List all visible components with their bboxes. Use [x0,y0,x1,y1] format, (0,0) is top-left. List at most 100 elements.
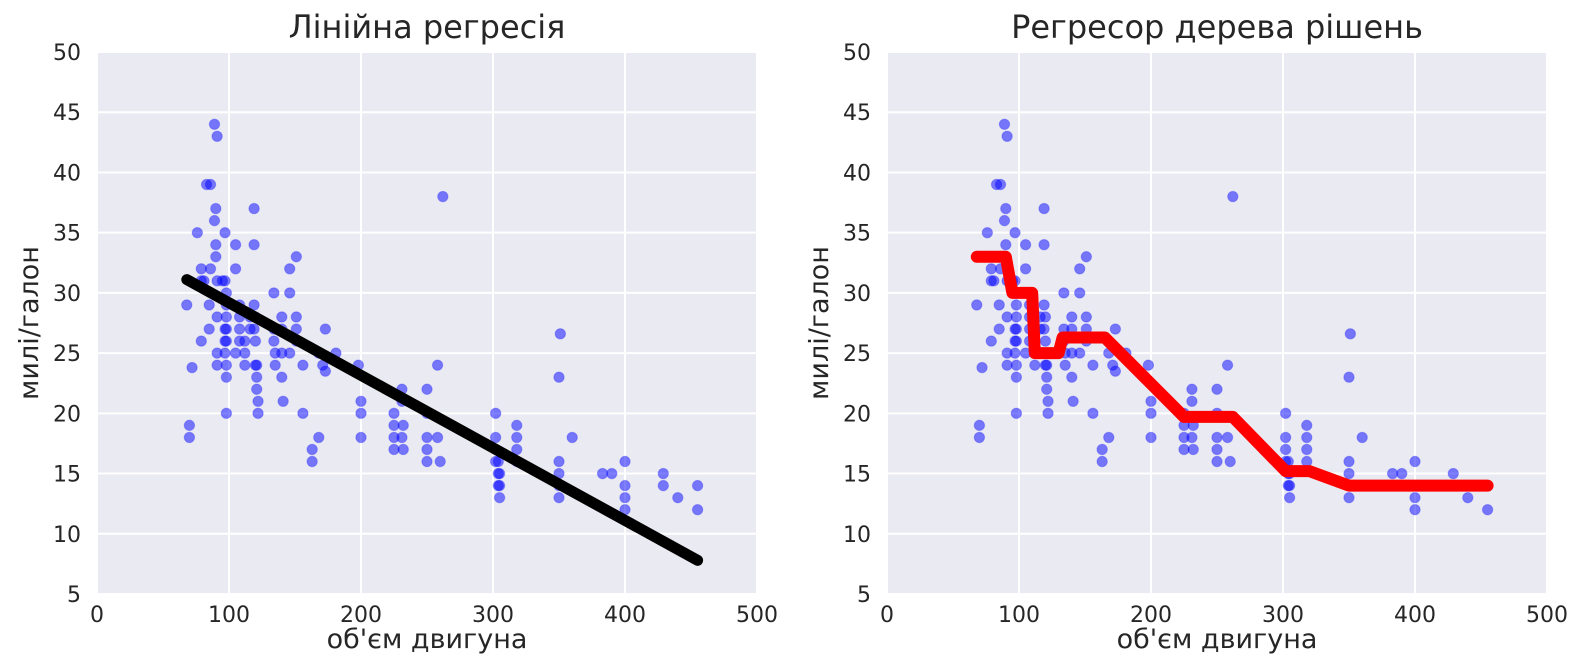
data-point [1109,323,1122,335]
y-tick-label: 50 [843,41,871,66]
x-tick-label: 300 [472,603,514,628]
data-point [1279,443,1292,456]
y-tick-label: 45 [53,101,81,126]
data-point [1041,371,1053,383]
data-point [396,431,408,444]
data-point [1029,359,1041,371]
data-point [553,455,565,468]
data-point [1283,491,1296,504]
data-point [1010,335,1023,347]
data-point [313,431,325,444]
data-point [1343,491,1355,504]
data-point [1010,407,1023,420]
data-point [211,130,223,143]
data-point [183,431,196,444]
data-point [973,431,986,444]
x-tick-label: 100 [208,603,250,628]
data-point [269,359,281,371]
data-point [1010,371,1023,383]
data-point [284,347,296,359]
y-tick-label: 40 [843,161,871,186]
y-tick-label: 25 [843,342,871,367]
data-point [252,395,264,407]
data-point [493,479,506,492]
data-point [1059,359,1071,371]
x-tick-labels: 0 100 200 300 400 500 [880,603,1568,628]
data-point [277,395,289,407]
data-point [1211,383,1223,395]
data-point [1066,371,1078,383]
data-point [1010,311,1023,323]
data-point [973,419,986,432]
data-point [319,365,332,377]
data-point [1279,431,1292,444]
data-point [251,371,263,383]
data-point [290,311,303,323]
y-tick-label: 25 [53,342,81,367]
data-point [220,335,233,347]
data-point [208,118,221,130]
data-point [1301,443,1313,456]
data-point [1343,467,1355,480]
y-tick-label: 5 [857,583,871,608]
data-point [1103,431,1115,444]
data-point [1087,407,1099,420]
data-point [248,299,260,311]
data-point [306,455,318,468]
data-point [319,323,332,335]
data-point [511,431,523,444]
data-point [993,299,1005,311]
x-tick-label: 500 [736,603,778,628]
data-point [220,407,233,420]
data-point [657,467,669,480]
data-point [1221,359,1234,371]
data-point [1396,467,1408,480]
y-tick-label: 45 [843,101,871,126]
data-point [239,359,251,371]
data-point [388,407,400,420]
data-point [1481,503,1494,516]
data-point [1074,263,1086,275]
data-point [1009,226,1021,239]
data-point [233,323,246,335]
data-point [306,443,318,456]
data-point [397,443,409,456]
data-point [1074,287,1086,299]
data-point [1001,130,1013,143]
regression-line-group [181,274,704,566]
data-point [1000,239,1012,251]
data-point [493,467,506,480]
data-point [1186,395,1198,407]
y-axis-label: милі/галон [804,246,835,400]
data-point [1000,202,1012,215]
chart-title: Лінійна регресія [289,8,566,46]
tree-prediction-line-group [970,250,1494,492]
data-point [1462,491,1474,504]
y-tick-labels: 5 10 15 20 25 30 35 40 45 50 [53,41,81,608]
y-tick-label: 10 [843,523,871,548]
data-point [276,311,288,323]
data-point [1087,359,1099,371]
data-point [1042,407,1054,420]
chart-title: Регресор дерева рішень [1011,8,1423,46]
data-point [268,287,280,299]
y-tick-label: 5 [67,583,81,608]
data-point [1066,311,1078,323]
y-axis-label: милі/галон [14,246,45,400]
x-tick-label: 400 [1394,603,1436,628]
data-point [421,455,433,468]
data-point [1096,443,1108,456]
data-point [994,178,1007,191]
data-point [1109,365,1122,377]
data-point [1019,239,1032,251]
data-point [210,202,222,215]
plot-background [887,52,1547,594]
data-point [219,275,231,287]
data-point [434,455,446,468]
data-point [1409,503,1421,516]
decision-tree-panel: 0 100 200 300 400 500 5 10 15 20 25 30 35 40 45 50 Рег… [804,8,1568,655]
data-point [511,419,523,432]
y-tick-label: 35 [843,222,871,247]
data-point [1343,455,1355,468]
